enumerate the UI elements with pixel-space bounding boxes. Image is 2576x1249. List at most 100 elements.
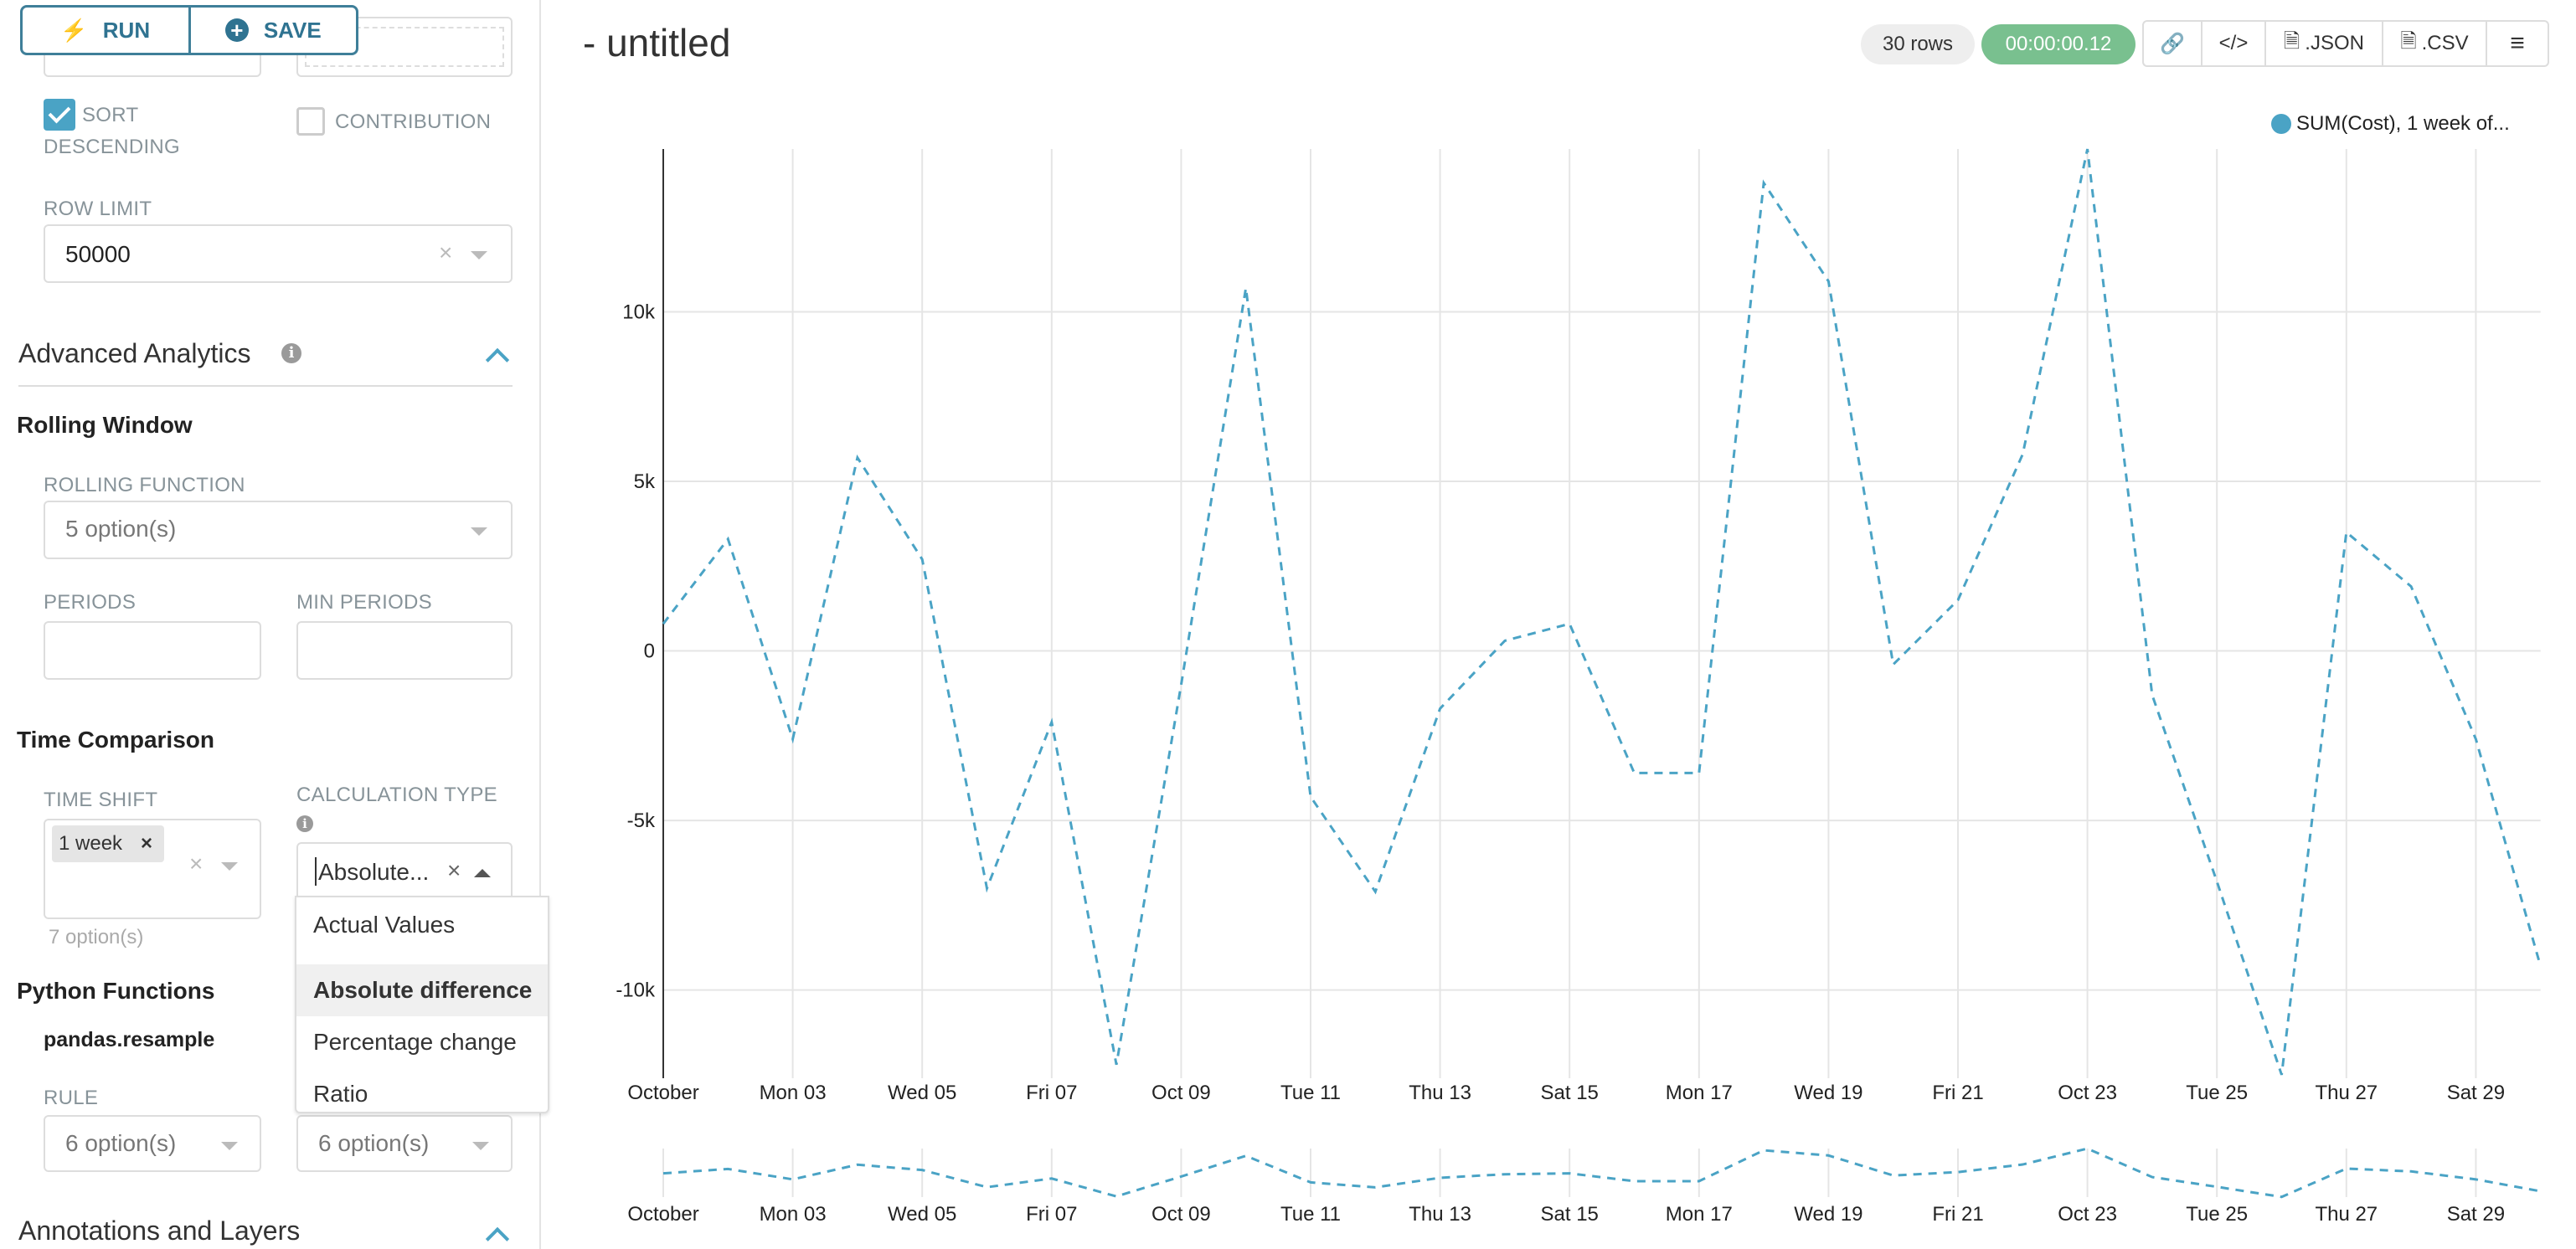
- timer-badge: 00:00:00.12: [1981, 24, 2136, 64]
- code-icon: </>: [2218, 32, 2249, 54]
- toolbar-button-group: 🔗 </> 🗎 .JSON 🗎 .CSV ≡: [2142, 20, 2549, 69]
- caret-up-icon: [474, 869, 491, 877]
- brush-x-tick-label: October: [627, 1203, 698, 1226]
- brush-x-tick-label: Thu 13: [1409, 1203, 1471, 1226]
- caret-down-icon: [472, 1142, 489, 1150]
- x-tick-label: Tue 11: [1280, 1082, 1341, 1104]
- export-json-button[interactable]: 🗎 .JSON: [2264, 20, 2383, 67]
- time-comparison-title: Time Comparison: [17, 727, 214, 753]
- advanced-analytics-title[interactable]: Advanced Analytics: [18, 338, 251, 368]
- sort-descending-checkbox[interactable]: [44, 99, 75, 131]
- menu-option-percentage-change[interactable]: Percentage change: [313, 1029, 517, 1055]
- clear-icon[interactable]: ×: [189, 851, 204, 876]
- embed-code-button[interactable]: </>: [2201, 20, 2266, 67]
- legend-label: SUM(Cost), 1 week of...: [2296, 112, 2510, 135]
- menu-option-actual-values[interactable]: Actual Values: [313, 912, 456, 938]
- rule-select[interactable]: 6 option(s): [44, 1115, 261, 1172]
- plus-circle-icon: +: [224, 18, 249, 42]
- file-code-icon: 🗎: [2284, 29, 2300, 53]
- row-limit-value: 50000: [65, 241, 131, 267]
- csv-label: .CSV: [2421, 32, 2469, 54]
- clear-icon[interactable]: ×: [447, 857, 461, 883]
- caret-down-icon: [221, 1142, 238, 1150]
- save-button[interactable]: + SAVE: [188, 8, 357, 53]
- brush-x-tick-label: Wed 05: [888, 1203, 956, 1226]
- file-text-icon: 🗎: [2400, 29, 2417, 53]
- rolling-function-placeholder: 5 option(s): [65, 516, 177, 542]
- save-label: SAVE: [263, 17, 322, 43]
- periods-label: PERIODS: [44, 591, 137, 614]
- run-label: RUN: [102, 17, 151, 43]
- brush-x-tick-label: Mon 17: [1666, 1203, 1733, 1226]
- run-button[interactable]: ⚡ RUN: [23, 8, 188, 53]
- row-limit-label: ROW LIMIT: [44, 198, 152, 220]
- x-tick-label: Wed 05: [888, 1082, 956, 1104]
- periods-input[interactable]: [44, 621, 261, 680]
- time-shift-multiselect[interactable]: 1 week × ×: [44, 819, 261, 919]
- x-tick-label: Thu 13: [1409, 1082, 1471, 1104]
- brush-x-tick-label: Oct 09: [1151, 1203, 1211, 1226]
- info-icon[interactable]: i: [281, 343, 301, 363]
- link-icon: 🔗: [2160, 32, 2185, 55]
- sort-label: SORT: [82, 104, 139, 126]
- brush-x-tick-label: Tue 25: [2186, 1203, 2248, 1226]
- time-shift-options-count: 7 option(s): [49, 926, 144, 948]
- menu-option-ratio[interactable]: Ratio: [313, 1081, 368, 1107]
- min-periods-input[interactable]: [296, 621, 513, 680]
- contribution-checkbox[interactable]: [296, 107, 325, 136]
- section-divider: [18, 385, 513, 387]
- x-tick-label: Tue 25: [2186, 1082, 2248, 1104]
- x-tick-label: Sat 15: [1541, 1082, 1599, 1104]
- annotations-title[interactable]: Annotations and Layers: [18, 1216, 301, 1246]
- x-tick-label: Fri 07: [1026, 1082, 1077, 1104]
- rolling-window-title: Rolling Window: [17, 412, 193, 438]
- run-save-button-group: ⚡ RUN + SAVE: [20, 5, 358, 55]
- y-tick-label: 5k: [634, 470, 656, 493]
- bolt-icon: ⚡: [60, 17, 88, 43]
- method-select[interactable]: 6 option(s): [296, 1115, 513, 1172]
- rule-placeholder: 6 option(s): [65, 1130, 177, 1156]
- pandas-resample-label: pandas.resample: [44, 1028, 215, 1051]
- python-functions-title: Python Functions: [17, 978, 215, 1004]
- x-tick-label: Thu 27: [2315, 1082, 2378, 1104]
- clear-icon[interactable]: ×: [439, 239, 453, 265]
- x-tick-label: Wed 19: [1794, 1082, 1862, 1104]
- brush-x-tick-label: Mon 03: [760, 1203, 827, 1226]
- calculation-type-label: CALCULATION TYPE: [296, 784, 497, 806]
- method-placeholder: 6 option(s): [318, 1130, 430, 1156]
- x-tick-label: October: [627, 1082, 698, 1104]
- export-csv-button[interactable]: 🗎 .CSV: [2382, 20, 2487, 67]
- descending-label: DESCENDING: [44, 136, 181, 158]
- calculation-type-value: Absolute...: [318, 859, 430, 885]
- brush-x-tick-label: Thu 27: [2315, 1203, 2378, 1226]
- range-brush[interactable]: [663, 1144, 2541, 1202]
- x-tick-label: Oct 23: [2058, 1082, 2117, 1104]
- y-tick-label: 0: [644, 640, 655, 663]
- brush-x-tick-label: Oct 23: [2058, 1203, 2117, 1226]
- info-icon[interactable]: i: [296, 815, 313, 832]
- check-icon: [48, 100, 71, 124]
- remove-tag-icon[interactable]: ×: [141, 832, 153, 855]
- y-tick-label: -10k: [616, 979, 656, 1002]
- calculation-type-select[interactable]: Absolute... ×: [296, 842, 513, 901]
- legend-dot-icon[interactable]: [2271, 114, 2291, 134]
- series-line: [662, 148, 2543, 1076]
- more-menu-button[interactable]: ≡: [2486, 20, 2549, 67]
- caret-down-icon: [221, 862, 238, 871]
- brush-x-tick-label: Tue 11: [1280, 1203, 1341, 1226]
- control-panel: ⚡ RUN + SAVE SORT DESCENDING CONTRIBUTIO…: [0, 0, 541, 1249]
- row-limit-select[interactable]: 50000 ×: [44, 224, 513, 283]
- copy-link-button[interactable]: 🔗: [2142, 20, 2202, 67]
- x-tick-label: Mon 03: [760, 1082, 827, 1104]
- caret-down-icon: [471, 251, 487, 260]
- rolling-function-select[interactable]: 5 option(s): [44, 501, 513, 559]
- menu-option-absolute-difference[interactable]: Absolute difference: [296, 964, 548, 1016]
- x-tick-label: Oct 09: [1151, 1082, 1211, 1104]
- chevron-up-icon[interactable]: [485, 1226, 510, 1249]
- chart-title[interactable]: - untitled: [583, 21, 731, 64]
- x-tick-label: Fri 21: [1932, 1082, 1983, 1104]
- calculation-type-menu: Actual Values Absolute difference Percen…: [295, 896, 549, 1113]
- brush-x-tick-label: Fri 21: [1932, 1203, 1983, 1226]
- chevron-up-icon[interactable]: [485, 347, 510, 373]
- json-label: .JSON: [2305, 32, 2364, 54]
